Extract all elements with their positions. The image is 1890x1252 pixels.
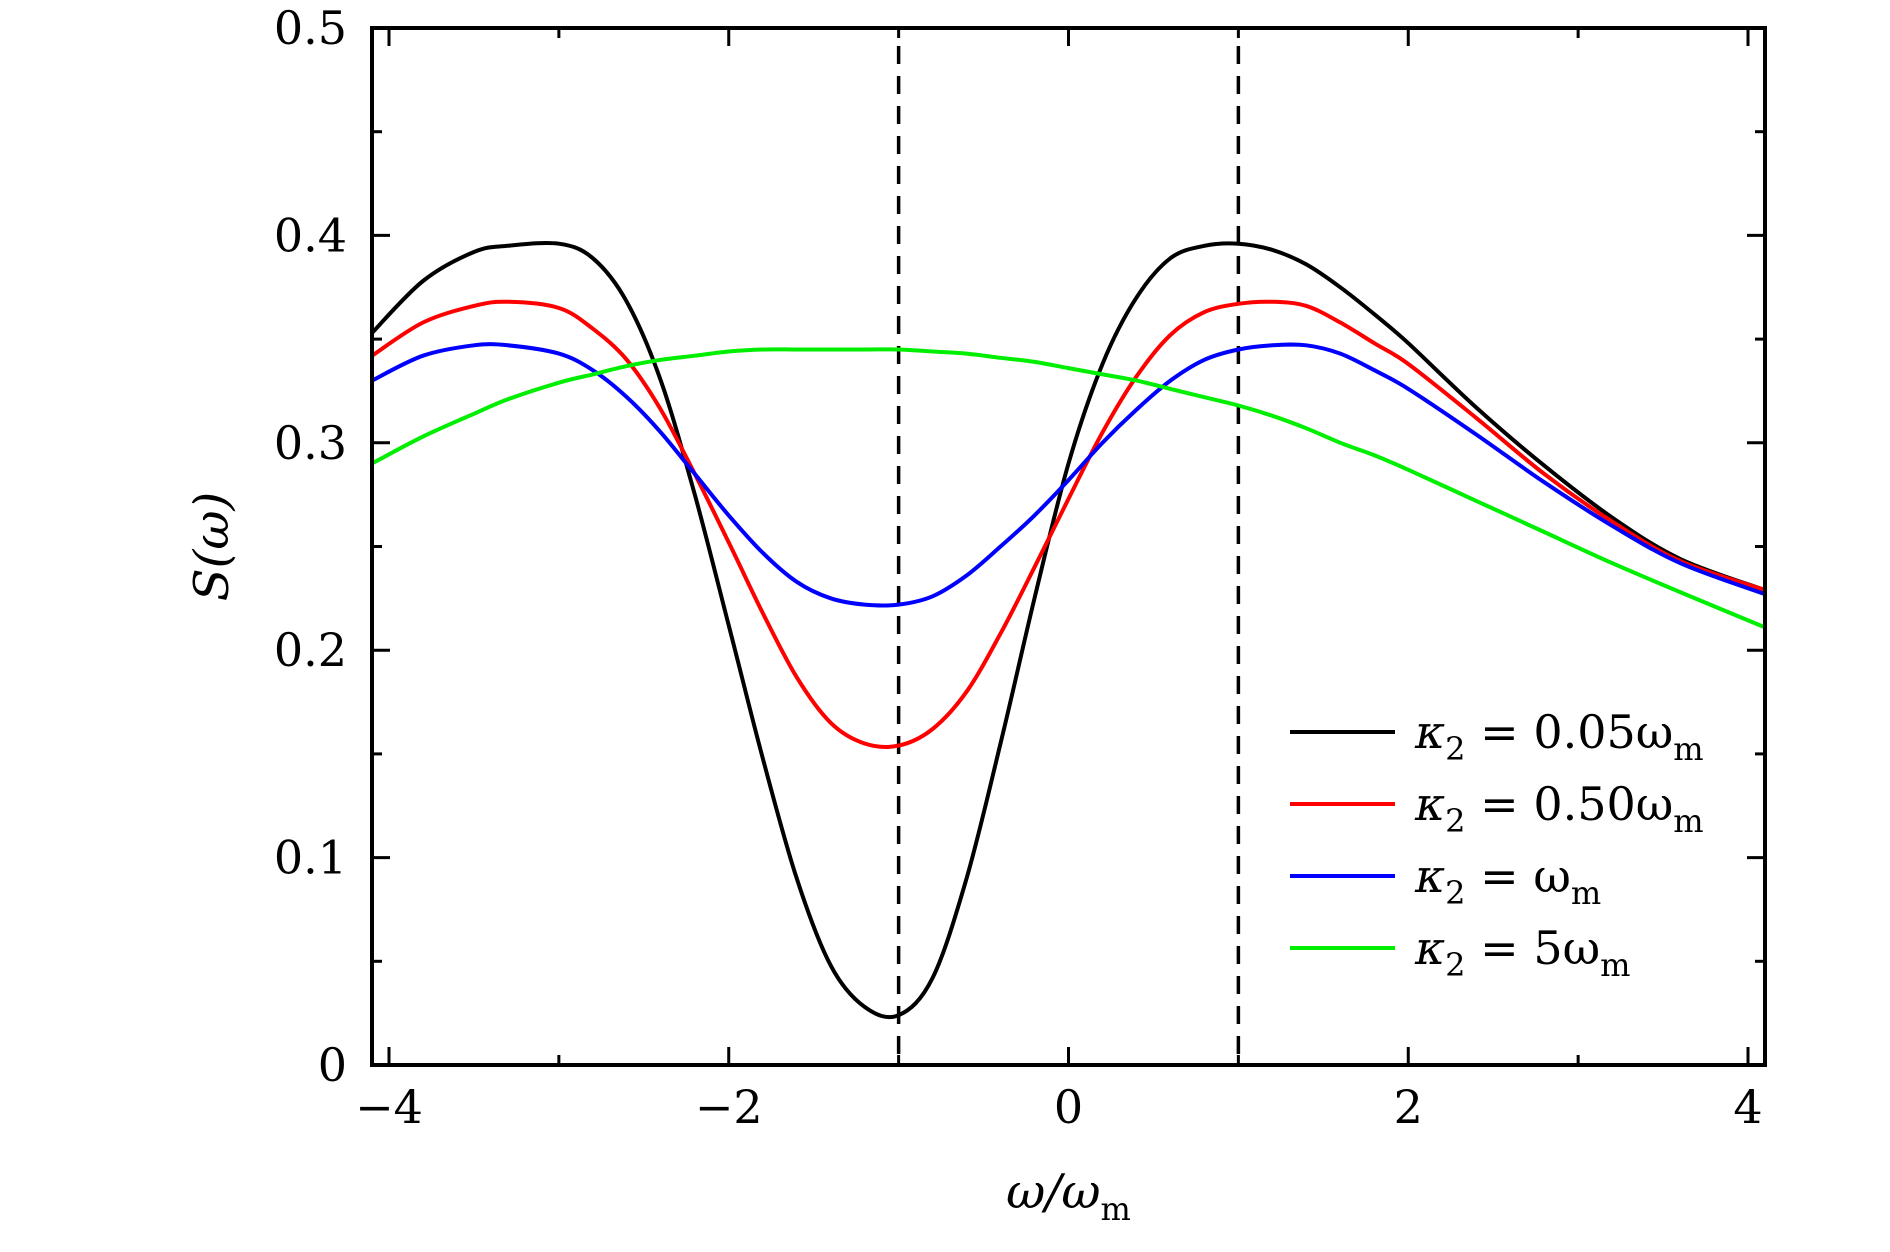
- x-tick-label: −2: [695, 1080, 763, 1134]
- x-tick-label: 4: [1733, 1080, 1762, 1134]
- x-tick-label: 0: [1054, 1080, 1083, 1134]
- y-tick-label: 0: [318, 1038, 347, 1092]
- axes: −4 −2 0 2 4 0 0.1 0.2 0.3 0.4 0.5 ω/ωm S(ω): [184, 1, 1767, 1228]
- y-axis-label: S(ω): [184, 492, 240, 601]
- y-tick-label: 0.5: [274, 1, 347, 55]
- series-line-1: [370, 240, 1766, 1020]
- x-tick-label: −4: [355, 1080, 423, 1134]
- legend-label-3: κ2 = ωm: [1414, 849, 1601, 912]
- vertical-reference-lines: [896, 46, 1241, 1065]
- series-line-3: [371, 342, 1766, 608]
- y-tick-label: 0.4: [274, 208, 347, 262]
- y-tick-label: 0.1: [274, 831, 347, 885]
- x-tick-label: 2: [1394, 1080, 1423, 1134]
- series-lines: [370, 240, 1766, 1020]
- legend-label-1: κ2 = 0.05ωm: [1414, 705, 1704, 768]
- series-line-2: [370, 299, 1766, 749]
- plot-frame: [370, 26, 1767, 1067]
- y-tick-label: 0.3: [274, 416, 347, 470]
- series-line-4: [371, 347, 1766, 630]
- legend: κ2 = 0.05ωm κ2 = 0.50ωm κ2 = ωm κ2 = 5ωm: [1290, 705, 1704, 984]
- y-tick-label: 0.2: [274, 623, 347, 677]
- legend-label-4: κ2 = 5ωm: [1414, 921, 1630, 984]
- x-axis-label: ω/ωm: [1006, 1164, 1131, 1228]
- legend-label-2: κ2 = 0.50ωm: [1414, 777, 1704, 840]
